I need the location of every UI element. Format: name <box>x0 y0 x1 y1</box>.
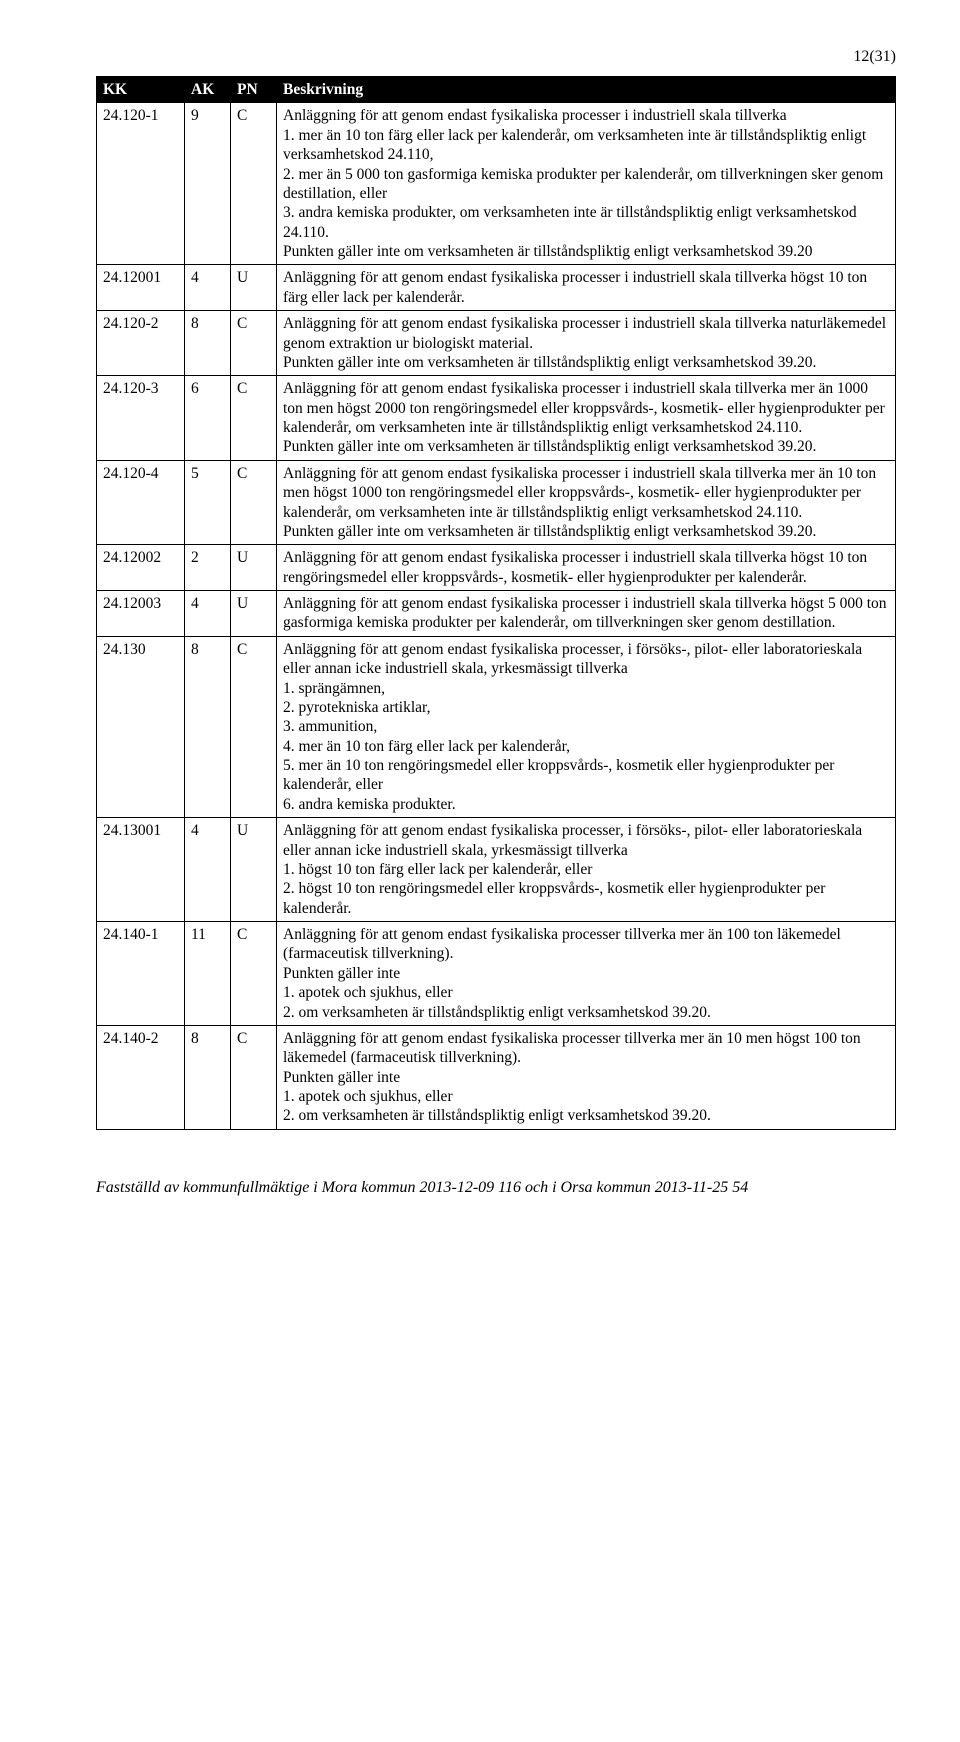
col-pn: PN <box>231 77 277 103</box>
cell-ak: 6 <box>185 376 231 461</box>
table-row: 24.120-45CAnläggning för att genom endas… <box>97 460 896 545</box>
cell-kk: 24.13001 <box>97 818 185 922</box>
cell-kk: 24.120-2 <box>97 311 185 376</box>
cell-kk: 24.12001 <box>97 265 185 311</box>
cell-ak: 2 <box>185 545 231 591</box>
table-row: 24.120014UAnläggning för att genom endas… <box>97 265 896 311</box>
cell-pn: C <box>231 376 277 461</box>
cell-kk: 24.120-3 <box>97 376 185 461</box>
cell-desc: Anläggning för att genom endast fysikali… <box>277 1025 896 1129</box>
cell-pn: U <box>231 265 277 311</box>
cell-kk: 24.12003 <box>97 591 185 637</box>
cell-desc: Anläggning för att genom endast fysikali… <box>277 265 896 311</box>
cell-pn: C <box>231 636 277 817</box>
cell-kk: 24.140-2 <box>97 1025 185 1129</box>
table-row: 24.130014UAnläggning för att genom endas… <box>97 818 896 922</box>
cell-kk: 24.140-1 <box>97 922 185 1026</box>
cell-kk: 24.120-4 <box>97 460 185 545</box>
cell-ak: 5 <box>185 460 231 545</box>
cell-desc: Anläggning för att genom endast fysikali… <box>277 636 896 817</box>
cell-ak: 8 <box>185 636 231 817</box>
cell-ak: 8 <box>185 1025 231 1129</box>
cell-ak: 11 <box>185 922 231 1026</box>
cell-desc: Anläggning för att genom endast fysikali… <box>277 818 896 922</box>
table-body: 24.120-19CAnläggning för att genom endas… <box>97 103 896 1129</box>
cell-pn: C <box>231 1025 277 1129</box>
cell-desc: Anläggning för att genom endast fysikali… <box>277 591 896 637</box>
cell-desc: Anläggning för att genom endast fysikali… <box>277 376 896 461</box>
table-row: 24.120-19CAnläggning för att genom endas… <box>97 103 896 265</box>
cell-ak: 9 <box>185 103 231 265</box>
page-container: 12(31) KK AK PN Beskrivning 24.120-19CAn… <box>0 0 960 1247</box>
col-kk: KK <box>97 77 185 103</box>
cell-kk: 24.130 <box>97 636 185 817</box>
table-row: 24.1308CAnläggning för att genom endast … <box>97 636 896 817</box>
table-row: 24.120034UAnläggning för att genom endas… <box>97 591 896 637</box>
cell-desc: Anläggning för att genom endast fysikali… <box>277 103 896 265</box>
table-row: 24.120022UAnläggning för att genom endas… <box>97 545 896 591</box>
cell-kk: 24.12002 <box>97 545 185 591</box>
table-row: 24.120-36CAnläggning för att genom endas… <box>97 376 896 461</box>
table-header: KK AK PN Beskrivning <box>97 77 896 103</box>
cell-ak: 4 <box>185 818 231 922</box>
cell-desc: Anläggning för att genom endast fysikali… <box>277 545 896 591</box>
table-row: 24.140-28CAnläggning för att genom endas… <box>97 1025 896 1129</box>
cell-desc: Anläggning för att genom endast fysikali… <box>277 922 896 1026</box>
cell-ak: 4 <box>185 265 231 311</box>
cell-desc: Anläggning för att genom endast fysikali… <box>277 460 896 545</box>
col-desc: Beskrivning <box>277 77 896 103</box>
col-ak: AK <box>185 77 231 103</box>
cell-pn: C <box>231 103 277 265</box>
page-number: 12(31) <box>853 48 896 66</box>
cell-pn: C <box>231 922 277 1026</box>
table-row: 24.120-28CAnläggning för att genom endas… <box>97 311 896 376</box>
cell-pn: C <box>231 460 277 545</box>
cell-ak: 8 <box>185 311 231 376</box>
footer-text: Fastställd av kommunfullmäktige i Mora k… <box>96 1178 896 1199</box>
regulation-table: KK AK PN Beskrivning 24.120-19CAnläggnin… <box>96 76 896 1130</box>
cell-kk: 24.120-1 <box>97 103 185 265</box>
cell-pn: U <box>231 545 277 591</box>
cell-ak: 4 <box>185 591 231 637</box>
table-row: 24.140-111CAnläggning för att genom enda… <box>97 922 896 1026</box>
cell-desc: Anläggning för att genom endast fysikali… <box>277 311 896 376</box>
cell-pn: C <box>231 311 277 376</box>
cell-pn: U <box>231 818 277 922</box>
cell-pn: U <box>231 591 277 637</box>
